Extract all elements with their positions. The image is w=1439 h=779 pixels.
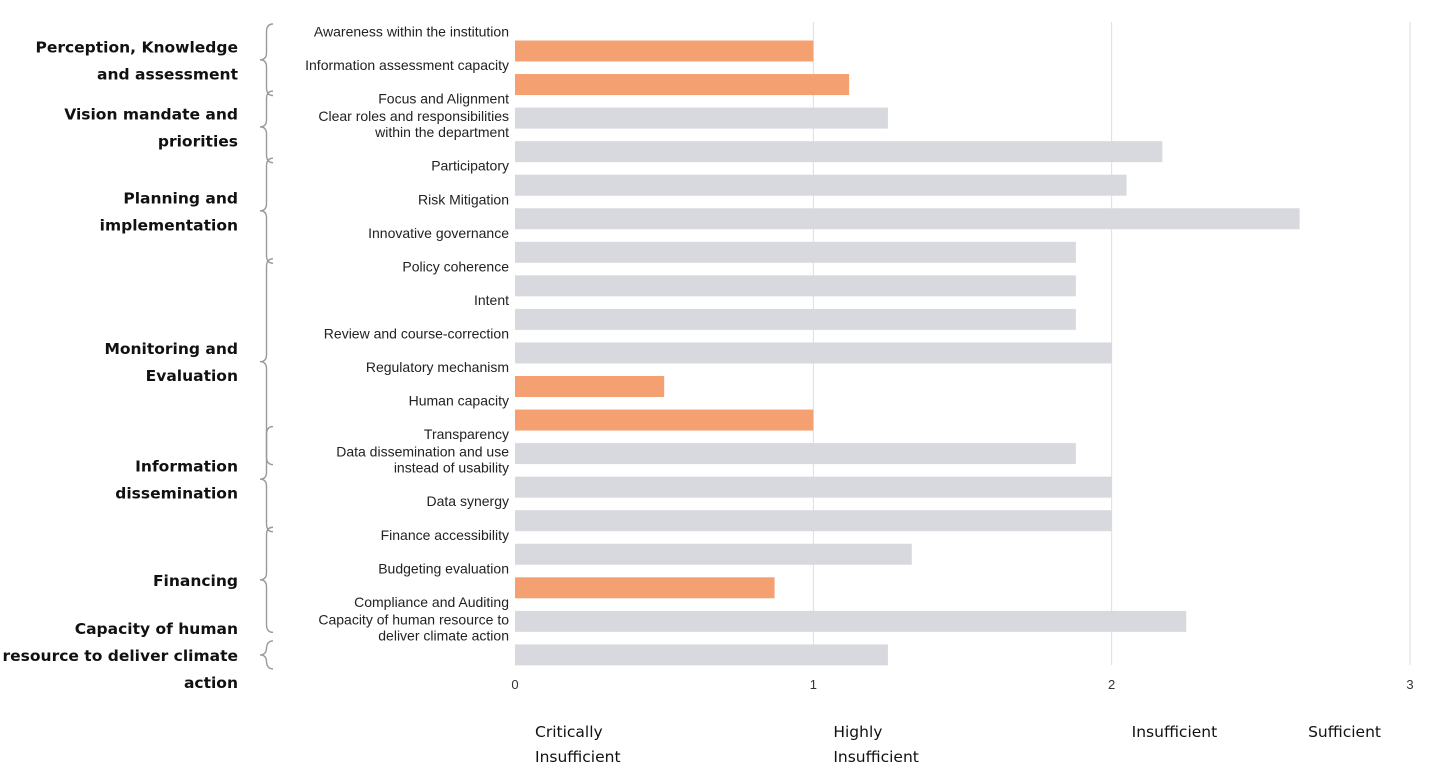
group-brace <box>259 640 274 670</box>
bar-1 <box>515 74 850 96</box>
category-label: Risk Mitigation <box>418 191 509 207</box>
scale-labels: Critically Insufficient Highly Insufficient… <box>535 723 1381 766</box>
group-brace <box>259 425 274 533</box>
category-label: Capacity of human resource to deliver cli… <box>318 611 509 643</box>
bar-6 <box>515 241 1076 263</box>
bar-10 <box>515 376 665 397</box>
category-label: Focus and Alignment <box>378 91 509 107</box>
bar-12 <box>515 443 1076 465</box>
bar-2 <box>515 107 888 129</box>
bar-0 <box>515 40 814 62</box>
group-brace <box>259 526 274 634</box>
bar-9 <box>515 342 1112 364</box>
category-label: Information assessment capacity <box>305 57 509 73</box>
category-label: Transparency <box>424 426 509 442</box>
group-label: Vision mandate and priorities <box>64 105 238 150</box>
category-labels: Awareness within the institution Informat… <box>305 24 509 644</box>
group-label: Financing <box>153 572 238 590</box>
group-label: Capacity of human resource to deliver cli… <box>3 620 239 692</box>
group-labels: Perception, Knowledge and assessment Visio… <box>3 38 239 692</box>
category-label: Compliance and Auditing <box>354 594 509 610</box>
group-label: Planning and implementation <box>100 189 238 234</box>
category-label: Clear roles and responsibilities within t… <box>318 108 509 140</box>
scale-label: Critically Insufficient <box>535 723 621 766</box>
group-braces <box>259 23 274 670</box>
group-label: Monitoring and Evaluation <box>104 340 238 385</box>
bar-7 <box>515 275 1076 297</box>
bar-13 <box>515 476 1112 498</box>
group-brace <box>259 157 274 264</box>
group-label: Perception, Knowledge and assessment <box>35 38 238 83</box>
x-tick-label: 2 <box>1108 677 1115 692</box>
category-label: Policy coherence <box>402 258 509 274</box>
bar-18 <box>515 644 888 666</box>
category-label: Data synergy <box>427 493 509 509</box>
bar-5 <box>515 208 1300 230</box>
group-label: Information dissemination <box>115 458 238 503</box>
bar-16 <box>515 577 775 599</box>
category-label: Participatory <box>431 158 509 174</box>
x-tick-label: 0 <box>511 677 518 692</box>
bar-8 <box>515 308 1076 330</box>
scale-label: Insufficient <box>1132 723 1218 741</box>
group-brace <box>259 90 274 164</box>
category-label: Regulatory mechanism <box>366 359 509 375</box>
bar-14 <box>515 510 1112 532</box>
category-label: Data dissemination and use instead of usa… <box>336 444 509 476</box>
x-tick-label: 1 <box>810 677 817 692</box>
scale-label: Sufficient <box>1308 723 1381 741</box>
category-label: Intent <box>474 292 509 308</box>
bar-11 <box>515 409 814 431</box>
group-brace <box>259 23 274 97</box>
x-tick-label: 3 <box>1406 677 1413 692</box>
category-label: Budgeting evaluation <box>378 560 509 576</box>
bars <box>515 40 1300 666</box>
category-label: Review and course-correction <box>324 325 509 341</box>
bar-3 <box>515 141 1163 163</box>
category-label: Finance accessibility <box>381 527 509 543</box>
category-label: Awareness within the institution <box>314 24 509 40</box>
bar-17 <box>515 610 1187 632</box>
scale-label: Highly Insufficient <box>833 723 919 766</box>
bar-15 <box>515 543 912 565</box>
category-label: Human capacity <box>409 393 509 409</box>
x-axis-ticks: 0 1 2 3 <box>511 677 1413 692</box>
category-label: Innovative governance <box>368 225 509 241</box>
bar-4 <box>515 174 1127 196</box>
